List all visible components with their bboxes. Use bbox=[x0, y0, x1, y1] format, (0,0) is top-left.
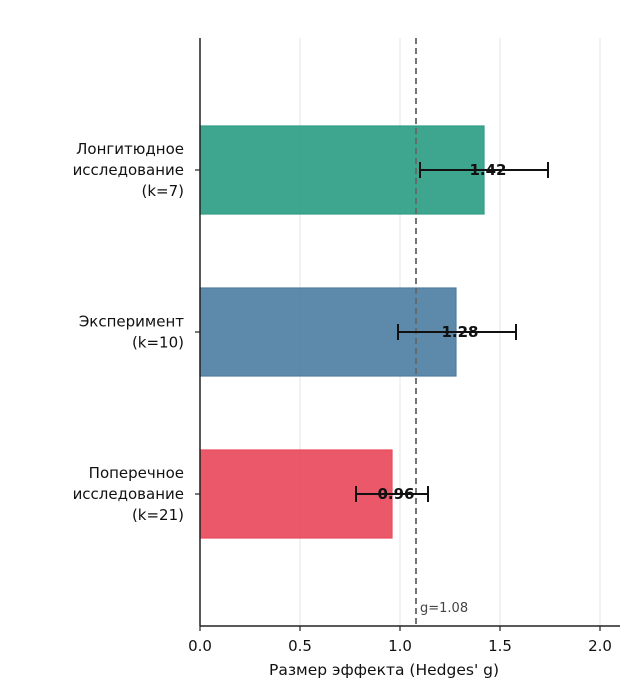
x-axis-title: Размер эффекта (Hedges' g) bbox=[269, 661, 499, 679]
bars bbox=[199, 125, 485, 539]
axes bbox=[195, 38, 620, 627]
category-labels: Лонгитюдное исследование (k=7) Эксперимент(… bbox=[73, 140, 185, 524]
category-label: Лонгитюдное исследование (k=7) bbox=[73, 140, 184, 200]
value-label: 1.42 bbox=[469, 161, 506, 179]
value-label: 0.96 bbox=[377, 485, 414, 503]
reference-line-label: g=1.08 bbox=[420, 601, 468, 616]
x-tick-label: 2.0 bbox=[588, 637, 612, 655]
value-labels: 1.42 1.28 0.96 bbox=[377, 161, 506, 503]
x-ticks: 0.0 0.5 1.0 1.5 2.0 bbox=[188, 626, 612, 655]
x-tick-label: 1.0 bbox=[388, 637, 412, 655]
x-tick-label: 0.0 bbox=[188, 637, 212, 655]
error-bars bbox=[355, 162, 549, 502]
x-tick-label: 0.5 bbox=[288, 637, 312, 655]
category-label: Эксперимент (k=10) bbox=[79, 313, 184, 352]
category-label: Поперечное исследование (k=21) bbox=[73, 464, 184, 524]
x-tick-label: 1.5 bbox=[488, 637, 512, 655]
value-label: 1.28 bbox=[441, 323, 478, 341]
